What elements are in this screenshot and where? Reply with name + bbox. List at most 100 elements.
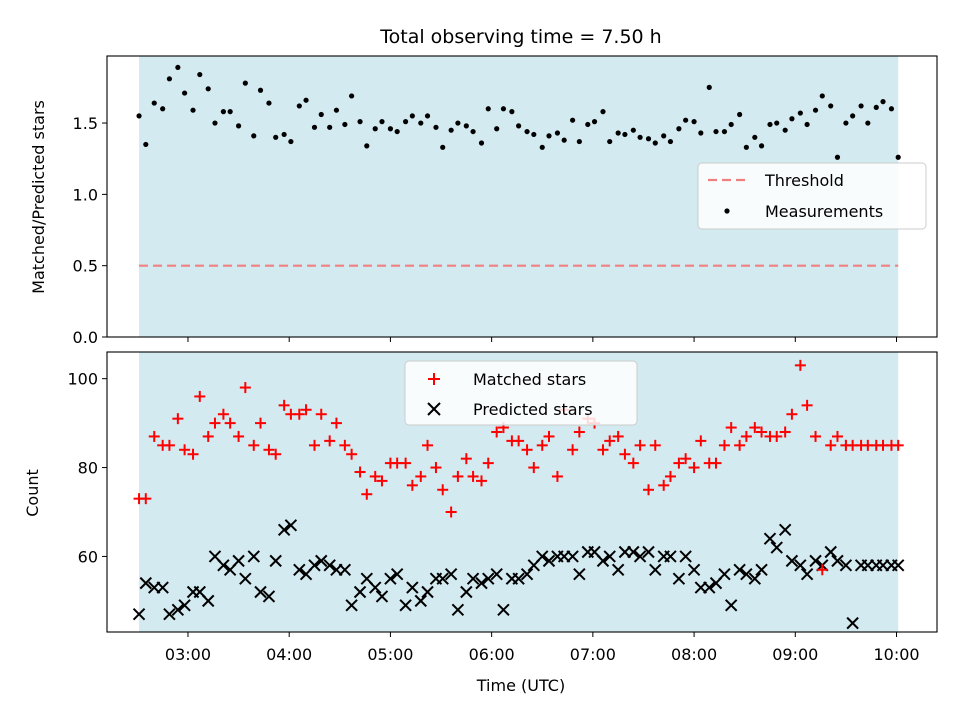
predicted-star-marker bbox=[315, 554, 328, 568]
matched-star-marker bbox=[339, 439, 351, 451]
measurement-point bbox=[212, 120, 218, 126]
matched-star-marker bbox=[172, 413, 184, 425]
bottom-y-axis-label: Count bbox=[23, 469, 42, 517]
matched-star-marker bbox=[513, 435, 525, 447]
measurement-point bbox=[539, 144, 545, 150]
measurement-point bbox=[743, 144, 749, 150]
measurement-point bbox=[372, 126, 378, 132]
bottom-x-tick-label: 06:00 bbox=[469, 645, 515, 664]
measurement-point bbox=[327, 124, 333, 130]
measurement-point bbox=[433, 124, 439, 130]
matched-star-marker bbox=[354, 466, 366, 478]
matched-star-marker bbox=[658, 479, 670, 491]
matched-star-marker bbox=[536, 439, 548, 451]
matched-star-marker bbox=[194, 390, 206, 402]
measurement-point bbox=[394, 128, 400, 135]
matched-star-marker bbox=[476, 475, 488, 487]
matched-star-marker bbox=[293, 408, 305, 420]
predicted-star-marker bbox=[156, 581, 169, 594]
top-legend-box bbox=[697, 162, 927, 230]
measurement-point bbox=[758, 143, 765, 149]
matched-star-marker bbox=[460, 453, 472, 465]
predicted-star-marker bbox=[390, 568, 404, 581]
matched-star-marker bbox=[324, 435, 336, 447]
measurement-points bbox=[136, 64, 901, 160]
matched-star-marker bbox=[573, 426, 585, 438]
top-y-tick-label: 0.5 bbox=[73, 257, 98, 276]
predicted-star-marker bbox=[323, 559, 336, 572]
matched-star-marker bbox=[551, 470, 563, 482]
measurement-point bbox=[834, 154, 841, 160]
predicted-star-marker bbox=[770, 541, 783, 554]
predicted-star-marker bbox=[436, 572, 449, 585]
predicted-star-marker bbox=[384, 572, 397, 585]
matched-star-marker bbox=[664, 470, 676, 482]
measurement-point bbox=[220, 109, 227, 115]
predicted-star-marker bbox=[163, 608, 176, 621]
predicted-star-marker bbox=[794, 559, 807, 572]
bottom-axes-frame bbox=[106, 351, 938, 633]
predicted-star-marker bbox=[421, 585, 434, 599]
matched-star-marker bbox=[710, 457, 722, 469]
measurement-point bbox=[600, 109, 606, 115]
predicted-star-marker bbox=[724, 599, 738, 612]
measurement-point bbox=[242, 80, 248, 86]
predicted-star-markers bbox=[132, 519, 905, 630]
matched-star-marker bbox=[688, 462, 700, 474]
predicted-star-marker bbox=[718, 568, 731, 581]
matched-star-marker bbox=[801, 399, 813, 411]
predicted-star-marker bbox=[475, 576, 488, 590]
matched-star-marker bbox=[148, 430, 160, 442]
measurement-point bbox=[554, 130, 561, 136]
measurement-point bbox=[615, 130, 621, 136]
matched-star-marker bbox=[482, 457, 494, 469]
matched-star-marker bbox=[437, 484, 449, 496]
predicted-star-marker bbox=[733, 563, 746, 576]
predicted-star-marker bbox=[536, 550, 549, 563]
measurement-point bbox=[342, 121, 348, 128]
measurement-point bbox=[143, 141, 149, 148]
measurement-point bbox=[873, 104, 879, 110]
matched-star-marker bbox=[779, 426, 791, 438]
matched-star-marker bbox=[816, 564, 828, 576]
measurement-point bbox=[591, 119, 598, 125]
legend-threshold-label: Threshold bbox=[764, 171, 844, 190]
predicted-star-marker bbox=[466, 572, 480, 585]
measurement-point bbox=[418, 120, 424, 126]
measurement-point bbox=[160, 106, 166, 112]
measurement-point bbox=[296, 103, 302, 109]
matched-star-marker bbox=[263, 444, 275, 456]
measurement-point bbox=[357, 119, 363, 125]
matched-star-marker bbox=[233, 430, 245, 442]
measurement-point bbox=[333, 107, 340, 113]
matched-star-marker bbox=[771, 430, 783, 442]
bottom-x-tick-label: 10:00 bbox=[873, 645, 919, 664]
matched-star-marker bbox=[680, 453, 692, 465]
measurement-point bbox=[652, 140, 658, 146]
predicted-star-marker bbox=[785, 554, 799, 568]
measurement-point bbox=[205, 86, 211, 92]
matched-star-marker bbox=[300, 404, 312, 416]
measurement-point bbox=[409, 113, 415, 119]
measurement-point bbox=[570, 117, 576, 123]
bottom-x-ticks: 03:00 04:00 05:00 06:00 07:00 08:00 09:00 10:00 bbox=[165, 632, 920, 664]
measurement-point bbox=[227, 109, 233, 115]
measurement-point bbox=[576, 138, 582, 145]
measurement-point bbox=[478, 140, 485, 146]
matched-star-marker bbox=[786, 408, 798, 420]
measurement-point bbox=[257, 87, 264, 93]
predicted-star-marker bbox=[703, 581, 716, 594]
matched-star-marker bbox=[187, 448, 199, 460]
measurement-point bbox=[509, 109, 515, 115]
predicted-star-marker bbox=[269, 554, 282, 568]
measurement-point bbox=[797, 110, 803, 116]
matched-star-marker bbox=[695, 435, 707, 447]
matched-star-marker bbox=[376, 475, 388, 487]
measurement-point bbox=[448, 127, 454, 133]
predicted-star-marker bbox=[846, 616, 859, 630]
measurement-point bbox=[303, 97, 309, 103]
matched-star-marker bbox=[202, 430, 214, 442]
measurement-point bbox=[470, 128, 476, 135]
matched-star-marker bbox=[467, 470, 479, 482]
